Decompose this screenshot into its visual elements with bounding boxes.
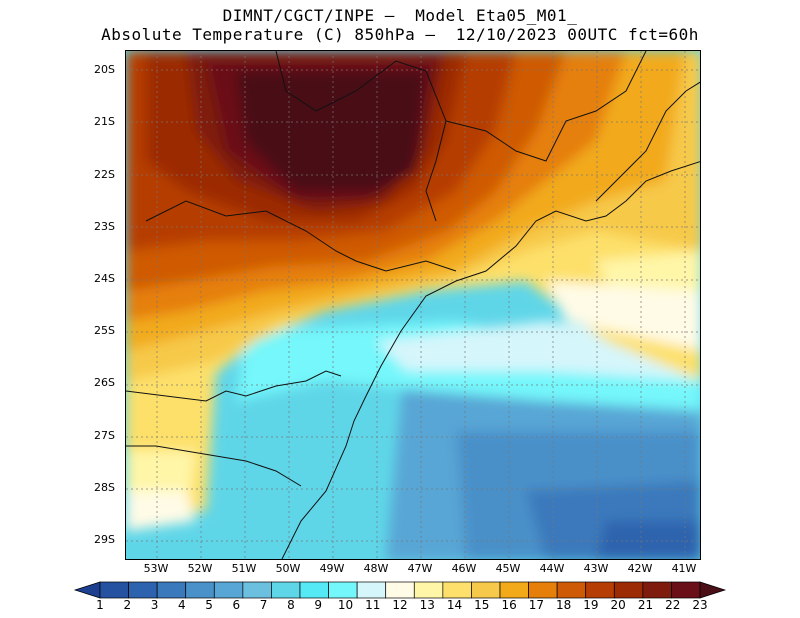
colorbar-segment [671,581,701,599]
lon-label-41w: 41W [671,562,697,575]
colorbar-segment [499,581,529,599]
colorbar-label: 17 [528,598,544,612]
lat-label-24s: 24S [94,272,115,285]
colorbar-label: 5 [205,598,213,612]
lat-label-20s: 20S [94,63,115,76]
colorbar-label: 4 [177,598,186,612]
lon-label-49w: 49W [319,562,345,575]
colorbar-label: 10 [337,598,354,612]
lon-label-43w: 43W [583,562,609,575]
colorbar-label: 14 [446,598,463,612]
colorbar-segment [413,581,444,599]
map-title-line-2: Absolute Temperature (C) 850hPa – 12/10/… [101,25,699,44]
colorbar-segment [242,581,272,599]
lon-label-50w: 50W [275,562,301,575]
colorbar-label: 6 [232,598,241,612]
colorbar-label: 3 [150,598,159,612]
colorbar-segment [642,581,672,599]
map-title-line-1: DIMNT/CGCT/INPE – Model Eta05_M01_ [222,6,578,25]
lon-label-51w: 51W [231,562,257,575]
colorbar-label: 2 [123,598,132,612]
colorbar [73,581,727,599]
lon-label-46w: 46W [451,562,477,575]
colorbar-arrow-high [699,581,727,599]
lat-label-26s: 26S [94,376,115,389]
colorbar-label: 1 [96,598,104,612]
colorbar-label: 8 [287,598,295,612]
lon-label-47w: 47W [407,562,433,575]
colorbar-segment [156,581,187,599]
colorbar-segment [442,581,472,599]
lat-label-22s: 22S [94,168,115,181]
colorbar-segment [299,581,329,599]
lat-label-21s: 21S [94,115,115,128]
colorbar-segment [528,581,558,599]
colorbar-label: 18 [555,598,572,612]
lat-label-25s: 25S [94,324,115,337]
colorbar-label: 12 [392,598,408,612]
lon-label-52w: 52W [187,562,213,575]
lat-label-23s: 23S [94,220,115,233]
temperature-field [126,51,700,559]
colorbar-label: 16 [501,598,517,612]
lon-label-48w: 48W [363,562,389,575]
colorbar-label: 20 [610,598,626,612]
lon-label-53w: 53W [143,562,169,575]
colorbar-segment [128,581,158,599]
colorbar-segment [556,581,587,599]
colorbar-segment [213,581,244,599]
colorbar-segment [356,581,387,599]
colorbar-segment [585,581,615,599]
colorbar-segment [328,581,358,599]
colorbar-label: 7 [259,598,268,612]
colorbar-label: 9 [314,598,322,612]
colorbar-segment [185,581,215,599]
colorbar-segment [385,581,415,599]
colorbar-label: 13 [419,598,435,612]
lat-label-28s: 28S [94,481,115,494]
lat-label-29s: 29S [94,533,115,546]
colorbar-label: 19 [583,598,599,612]
lon-label-45w: 45W [495,562,521,575]
colorbar-label: 11 [365,598,381,612]
colorbar-label: 22 [665,598,681,612]
lon-label-44w: 44W [539,562,565,575]
lat-label-27s: 27S [94,429,115,442]
colorbar-segment [99,581,129,599]
colorbar-label: 23 [692,598,708,612]
colorbar-arrow-low [73,581,101,599]
lon-label-42w: 42W [627,562,653,575]
colorbar-segment [271,581,301,599]
colorbar-label: 21 [637,598,654,612]
colorbar-label: 15 [474,598,490,612]
temperature-map [125,50,701,560]
colorbar-segment [613,581,644,599]
colorbar-segment [471,581,501,599]
